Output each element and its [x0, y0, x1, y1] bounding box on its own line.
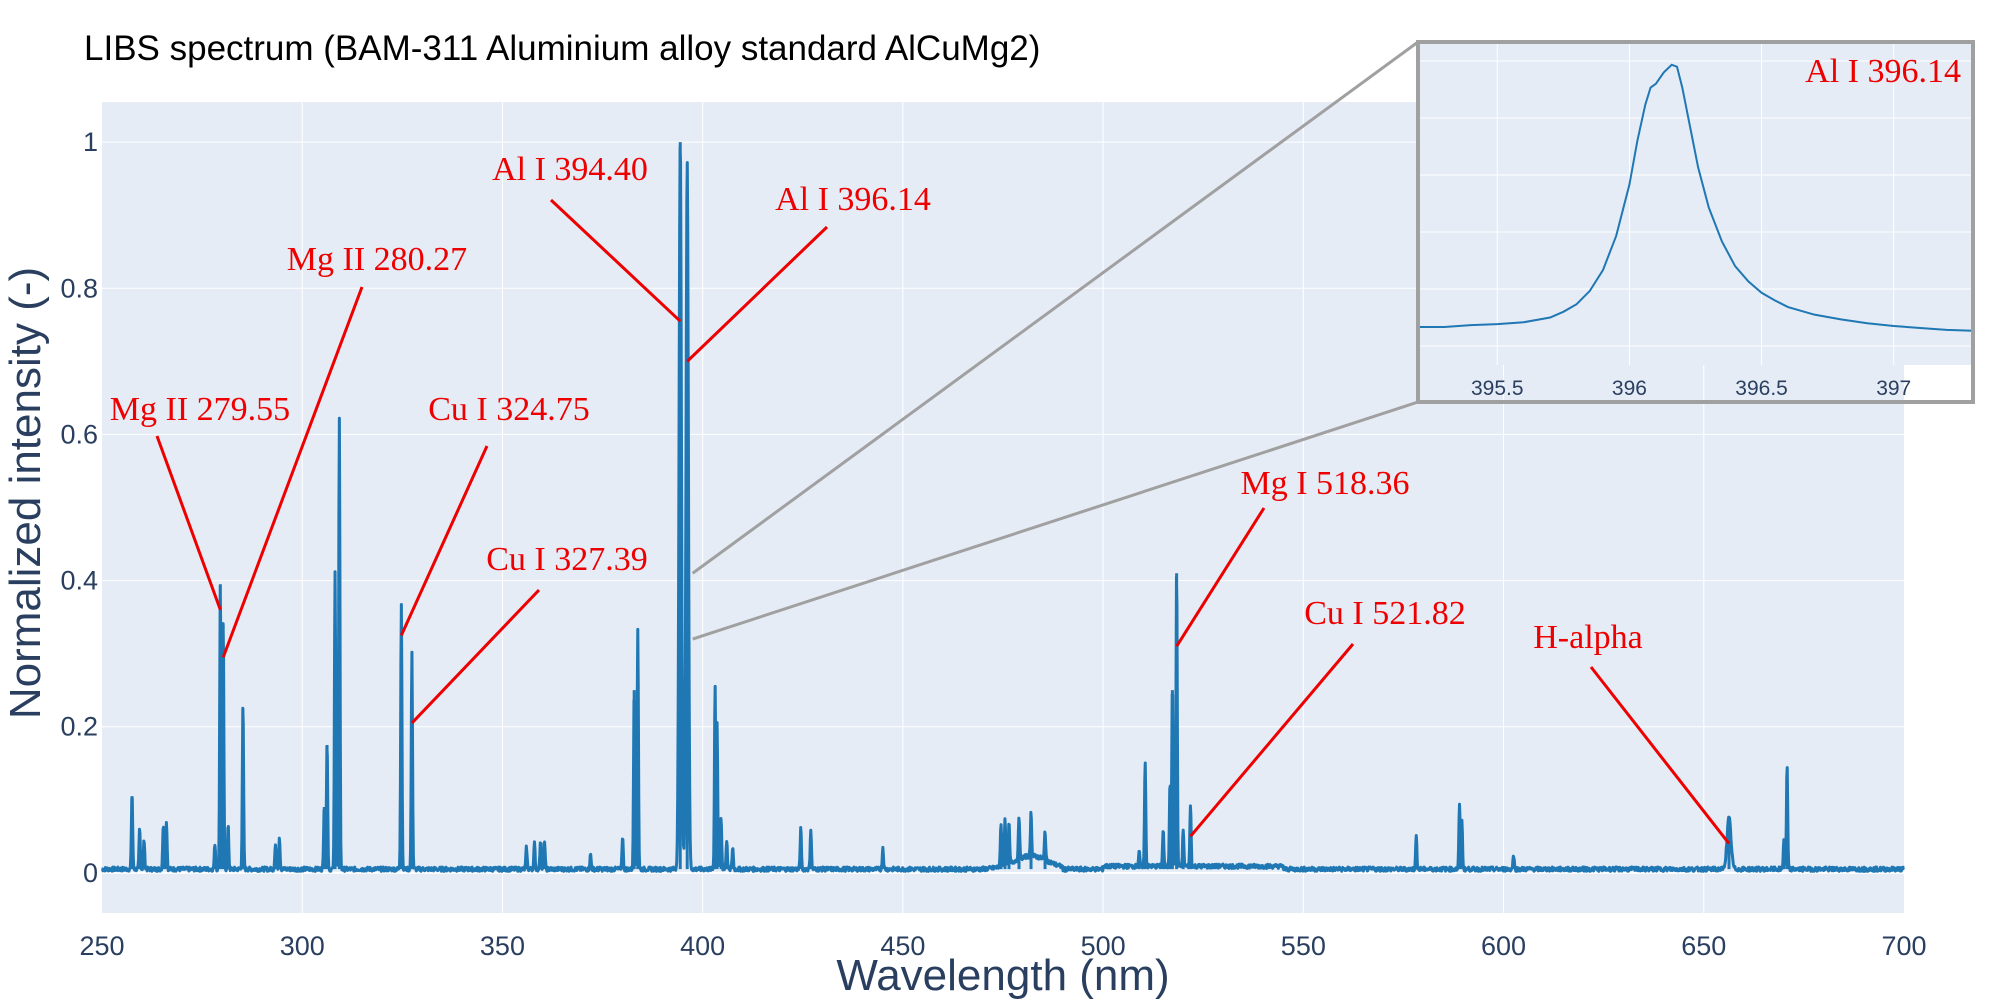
x-tick-label: 350	[480, 931, 525, 961]
annotation-cu-i-521-82: Cu I 521.82	[1304, 595, 1466, 632]
annotation-line-mg-ii-279-55	[155, 435, 222, 611]
y-tick-label: 0.4	[60, 566, 98, 596]
x-tick-label: 700	[1881, 931, 1926, 961]
zoom-inset: 395.5 396 396.5 397 Al I 396.14	[1416, 40, 1975, 404]
annotation-line-al-i-394-40	[549, 198, 682, 323]
inset-x-tick-label: 395.5	[1471, 377, 1524, 400]
annotation-line-h-alpha	[1589, 666, 1731, 845]
y-tick-label: 0.8	[60, 273, 98, 303]
zoom-connector-lines	[691, 40, 1419, 641]
x-tick-label: 650	[1681, 931, 1726, 961]
zoom-connector-line	[691, 40, 1419, 575]
x-tick-label: 250	[79, 931, 124, 961]
annotation-line-al-i-396-14	[686, 225, 829, 363]
x-tick-label: 450	[880, 931, 925, 961]
peak-annotations: Mg II 279.55 Mg II 280.27 Cu I 324.75 Cu I …	[110, 151, 1731, 845]
annotation-line-cu-i-521-82	[1189, 643, 1355, 838]
inset-annotation-al-396-14: Al I 396.14	[1805, 53, 1961, 90]
annotation-mg-ii-280-27: Mg II 280.27	[287, 241, 467, 278]
y-tick-label: 1	[83, 127, 98, 157]
annotation-h-alpha: H-alpha	[1533, 619, 1643, 656]
chart-title: LIBS spectrum (BAM-311 Aluminium alloy s…	[84, 29, 1040, 68]
annotation-line-cu-i-324-75	[399, 445, 489, 636]
zoom-connector-line	[692, 400, 1419, 641]
annotation-line-mg-i-518-36	[1175, 507, 1266, 648]
y-tick-label: 0.2	[60, 712, 98, 742]
inset-border	[1416, 40, 1975, 404]
annotation-mg-ii-279-55: Mg II 279.55	[110, 391, 290, 428]
annotation-cu-i-327-39: Cu I 327.39	[486, 541, 648, 578]
annotation-line-mg-ii-280-27	[221, 286, 364, 658]
x-axis-title: Wavelength (nm)	[836, 951, 1169, 1000]
inset-x-tick-labels: 395.5 396 396.5 397	[1471, 377, 1911, 400]
inset-x-tick-label: 396	[1612, 377, 1647, 400]
x-tick-label: 300	[280, 931, 325, 961]
y-tick-label: 0	[83, 858, 98, 888]
annotation-line-cu-i-327-39	[410, 588, 541, 725]
x-tick-label: 600	[1481, 931, 1526, 961]
x-tick-label: 400	[680, 931, 725, 961]
annotation-mg-i-518-36: Mg I 518.36	[1240, 465, 1409, 502]
inset-gridlines	[1418, 42, 1973, 365]
inset-plot-area	[1418, 42, 1973, 365]
inset-series-line	[1418, 63, 1974, 332]
inset-x-tick-label: 397	[1876, 377, 1911, 400]
y-tick-labels: 0 0.2 0.4 0.6 0.8 1	[60, 127, 98, 888]
x-tick-label: 500	[1081, 931, 1126, 961]
x-tick-label: 550	[1281, 931, 1326, 961]
annotation-al-i-396-14: Al I 396.14	[775, 181, 931, 218]
x-tick-labels: 250 300 350 400 450 500 550 600 650 700	[79, 931, 1926, 961]
y-axis-title: Normalized intensity (-)	[1, 267, 50, 719]
spectrum-series-line	[100, 142, 1906, 873]
y-tick-label: 0.6	[60, 419, 98, 449]
annotation-al-i-394-40: Al I 394.40	[492, 151, 648, 188]
inset-x-tick-label: 396.5	[1735, 377, 1788, 400]
annotation-cu-i-324-75: Cu I 324.75	[428, 391, 590, 428]
